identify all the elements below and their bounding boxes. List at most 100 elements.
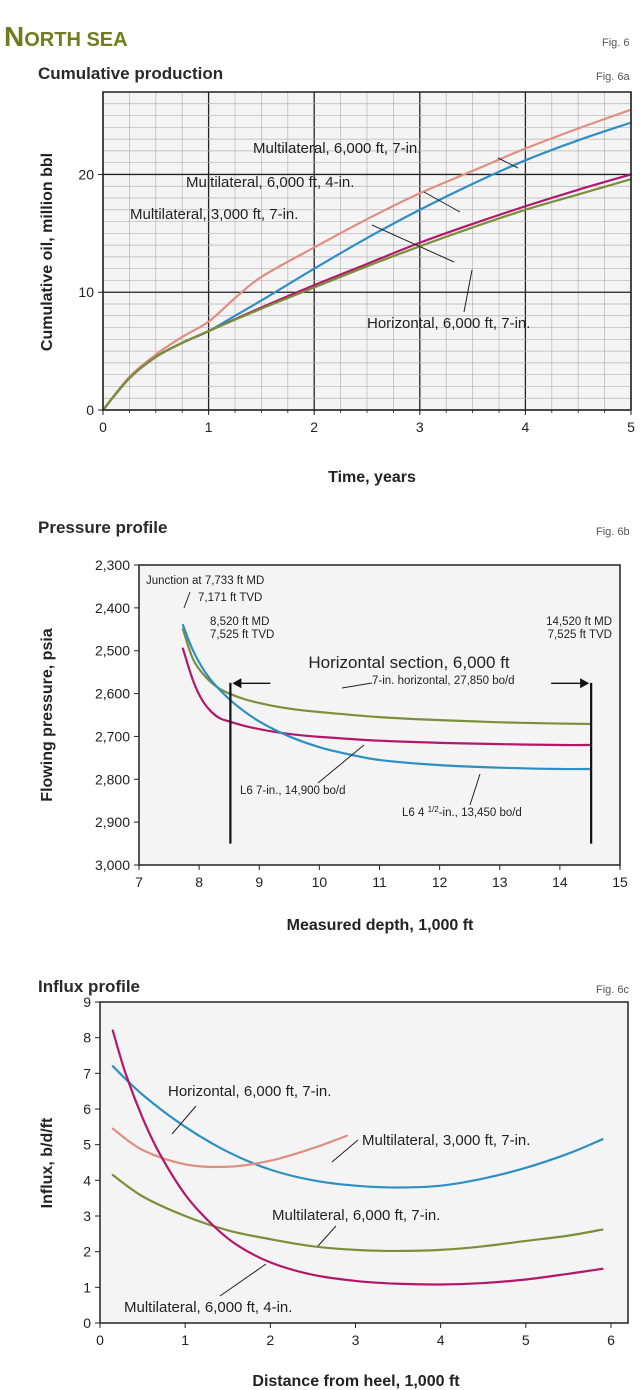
chart-6c-series-multilateral-6-000-ft-4-in [111, 1029, 604, 1286]
chart-6a-leader-ml6000-4in [423, 191, 461, 213]
chart-6c-ylabel: Influx, b/d/ft [39, 1117, 56, 1208]
chart-6a-ytick-label: 0 [86, 402, 94, 418]
chart-6a-xtick-label: 3 [416, 419, 424, 435]
chart-6b-label-horizontal: 7-in. horizontal, 27,850 bo/d [372, 675, 515, 687]
chart-influx-profile: Influx profile Fig. 6c 0 1 2 3 4 5 6 0 1 2 3 4 5 6 7 8 9… [38, 977, 630, 1390]
chart-6a-label-ml6000-4in: Multilateral, 6,000 ft, 4-in. [186, 174, 354, 191]
chart-6a-xlabel: Time, years [328, 469, 416, 486]
chart-6b-xtick-label: 11 [372, 874, 387, 890]
chart-6c-xtick-label: 4 [437, 1332, 445, 1348]
chart-6b-xtick-label: 12 [432, 874, 448, 890]
chart-6b-xtick-label: 8 [195, 874, 203, 890]
chart-6b-series [181, 623, 593, 771]
chart-6a-series [101, 108, 633, 412]
chart-6b-junction-line1: Junction at 7,733 ft MD [146, 575, 264, 587]
chart-6c-ytick-label: 3 [83, 1208, 91, 1224]
chart-6c-ytick-label: 2 [83, 1244, 91, 1260]
chart-6b-label-l6-4in-frac: 1/2 [428, 805, 440, 814]
chart-6c-leader-ml6000-4in [219, 1263, 267, 1297]
chart-6a-xtick-label: 1 [205, 419, 213, 435]
chart-6b-ticks: 7 8 9 10 11 12 13 14 15 2,300 2,400 2,500 2,600 2,700… [95, 557, 628, 890]
chart-6c-ticks: 0 1 2 3 4 5 6 0 1 2 3 4 5 6 7 8 9 [83, 994, 615, 1348]
chart-6b-ytick-label: 3,000 [95, 857, 130, 873]
chart-6a-fig-label: Fig. 6a [596, 71, 631, 83]
chart-6b-right-line2: 7,525 ft TVD [548, 629, 612, 641]
chart-6b-xtick-label: 14 [552, 874, 568, 890]
chart-6a-label-ml6000-7in: Multilateral, 6,000 ft, 7-in. [253, 140, 421, 157]
chart-6a-leader-ml3000-7in [371, 224, 455, 263]
chart-6b-ytick-label: 2,800 [95, 771, 130, 787]
chart-6c-ytick-label: 0 [83, 1315, 91, 1331]
chart-6a-label-horizontal: Horizontal, 6,000 ft, 7-in. [367, 315, 530, 332]
chart-6b-series-7-in-horizontal-27-850-bo-d [181, 628, 593, 726]
chart-6a-xtick-label: 2 [310, 419, 318, 435]
chart-6a-ylabel: Cumulative oil, million bbl [39, 153, 56, 351]
chart-6c-xtick-label: 2 [266, 1332, 274, 1348]
chart-6c-xtick-label: 3 [352, 1332, 360, 1348]
chart-6c-ytick-label: 7 [83, 1065, 91, 1081]
chart-6a-xtick-label: 5 [627, 419, 635, 435]
chart-6a-title: Cumulative production [38, 64, 223, 83]
chart-6c-series-multilateral-3-000-ft-7-in [111, 1127, 349, 1169]
chart-6b-right-line1: 14,520 ft MD [546, 616, 612, 628]
chart-6c-ytick-label: 8 [83, 1030, 91, 1046]
chart-6a-xtick-label: 4 [522, 419, 530, 435]
chart-6b-plot-area [139, 565, 620, 865]
chart-6c-frame [99, 1001, 629, 1324]
chart-6c-series-horizontal-6-000-ft-7-in [111, 1065, 604, 1189]
chart-6a-ytick-label: 10 [78, 284, 94, 300]
chart-6c-label-horizontal: Horizontal, 6,000 ft, 7-in. [168, 1083, 331, 1100]
chart-6b-ytick-label: 2,300 [95, 557, 130, 573]
chart-6a-leader-horizontal [463, 269, 473, 313]
chart-6c-xtick-label: 5 [522, 1332, 530, 1348]
chart-6b-section-label: Horizontal section, 6,000 ft [308, 653, 510, 672]
chart-6c-leader-ml6000-7in [317, 1225, 337, 1247]
chart-6c-fig-label: Fig. 6c [596, 984, 630, 996]
chart-6c-xtick-label: 6 [607, 1332, 615, 1348]
chart-6b-markers [229, 678, 593, 844]
chart-6c-series-multilateral-6-000-ft-7-in [111, 1173, 604, 1253]
chart-6b-left-line1: 8,520 ft MD [210, 616, 269, 628]
chart-6b-series-l6-4-1-2-in-13-450-bo-d [181, 623, 593, 771]
chart-6c-title: Influx profile [38, 977, 140, 996]
chart-6b-xtick-label: 9 [255, 874, 263, 890]
chart-6b-label-l6-7in: L6 7-in., 14,900 bo/d [240, 785, 346, 797]
section-header-initial: N [4, 21, 24, 52]
chart-6b-xlabel: Measured depth, 1,000 ft [287, 917, 474, 934]
chart-6c-xtick-label: 1 [181, 1332, 189, 1348]
chart-6b-xtick-label: 15 [612, 874, 628, 890]
chart-6a-xtick-label: 0 [99, 419, 107, 435]
chart-6b-title: Pressure profile [38, 518, 167, 537]
chart-6b-ytick-label: 2,600 [95, 686, 130, 702]
chart-6b-xtick-label: 13 [492, 874, 508, 890]
chart-6b-leader-l6-7in [317, 744, 365, 784]
chart-6c-ytick-label: 4 [83, 1172, 91, 1188]
chart-6c-ytick-label: 9 [83, 994, 91, 1010]
chart-6b-junction-leader [183, 591, 191, 609]
chart-6b-xtick-label: 7 [135, 874, 143, 890]
chart-6b-left-line2: 7,525 ft TVD [210, 629, 274, 641]
chart-6c-leader-horizontal [171, 1105, 197, 1135]
chart-6b-series-l6-7-in-14-900-bo-d [181, 647, 593, 747]
chart-6c-label-ml3000-7in: Multilateral, 3,000 ft, 7-in. [362, 1132, 530, 1149]
chart-6b-ytick-label: 2,900 [95, 814, 130, 830]
chart-pressure-profile: Pressure profile Fig. 6b 7 8 9 10 11 12 13 14 15… [38, 518, 630, 934]
chart-6c-ytick-label: 6 [83, 1101, 91, 1117]
chart-6a-ticks: 0 1 2 3 4 5 0 10 20 [78, 166, 635, 435]
chart-6b-junction-line2: 7,171 ft TVD [198, 592, 262, 604]
chart-6c-series [111, 1029, 604, 1286]
chart-6b-leader-l6-4in [469, 773, 481, 806]
chart-6c-ytick-label: 5 [83, 1137, 91, 1153]
chart-6b-ytick-label: 2,400 [95, 600, 130, 616]
chart-6a-ytick-label: 20 [78, 166, 94, 182]
chart-6b-ytick-label: 2,700 [95, 728, 130, 744]
chart-6b-leader-horizontal [341, 682, 373, 689]
chart-6a-series-horizontal-6-000-ft-7-in [101, 178, 633, 412]
chart-6c-label-ml6000-7in: Multilateral, 6,000 ft, 7-in. [272, 1207, 440, 1224]
chart-6c-leader-ml3000-7in [331, 1139, 359, 1163]
chart-6b-section-arrowhead-right [580, 678, 590, 689]
chart-6c-xtick-label: 0 [96, 1332, 104, 1348]
chart-6b-section-arrowhead-left [232, 678, 242, 689]
